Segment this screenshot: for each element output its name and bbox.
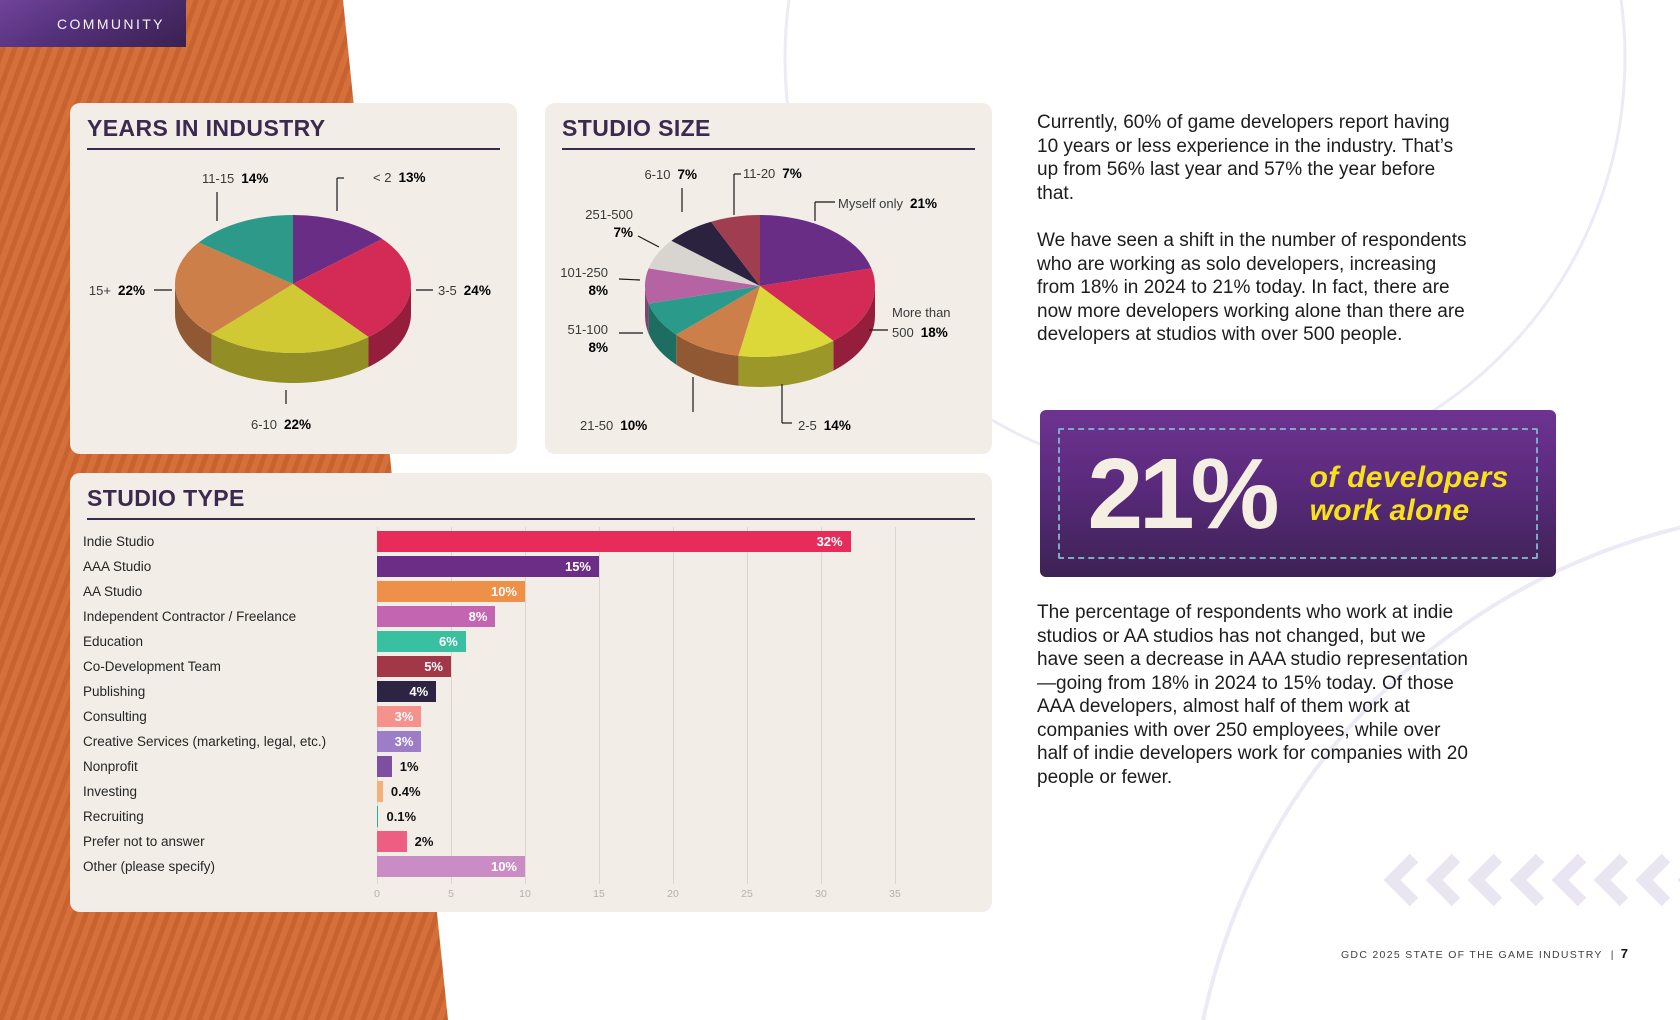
page-footer: GDC 2025 STATE OF THE GAME INDUSTRY | 7: [1341, 946, 1628, 961]
title-underline: [87, 518, 975, 520]
chart-title-studio-size: STUDIO SIZE: [562, 115, 711, 141]
chevron-left-icon: [1425, 853, 1461, 907]
callout-caption: of developers work alone: [1310, 461, 1509, 527]
chevron-left-icon: [1509, 853, 1545, 907]
studio-size-card: STUDIO SIZE: [545, 103, 992, 454]
callout-caption-line-1: of developers: [1309, 460, 1509, 494]
studio-type-card: STUDIO TYPE: [70, 473, 992, 912]
callout-dashed-border: [1058, 428, 1538, 559]
article-text: Currently, 60% of game developers report…: [1037, 111, 1472, 371]
title-underline: [562, 148, 975, 150]
chevron-left-icon: [1593, 853, 1629, 907]
chevron-left-icons: [1383, 853, 1680, 907]
years-in-industry-card: YEARS IN INDUSTRY: [70, 103, 517, 454]
footer-separator: |: [1610, 949, 1615, 961]
chart-title-studio-type: STUDIO TYPE: [87, 485, 245, 511]
chart-title-years-in-industry: YEARS IN INDUSTRY: [87, 115, 326, 141]
chevron-left-icon: [1383, 853, 1419, 907]
footer-label: GDC 2025 STATE OF THE GAME INDUSTRY: [1340, 949, 1603, 961]
callout-caption-line-2: work alone: [1309, 493, 1470, 527]
chevron-left-icon: [1551, 853, 1587, 907]
callout-box: 21% of developers work alone: [1040, 410, 1556, 577]
paragraph-1: Currently, 60% of game developers report…: [1037, 112, 1454, 204]
section-kicker: COMMUNITY: [0, 0, 186, 47]
chevron-left-icon: [1467, 853, 1503, 907]
article-text-lower: The percentage of respondents who work a…: [1037, 601, 1472, 813]
paragraph-2: We have seen a shift in the number of re…: [1037, 230, 1467, 345]
callout-stat: 21%: [1087, 437, 1279, 550]
section-kicker-label: COMMUNITY: [57, 15, 165, 32]
chevron-left-icon: [1635, 853, 1671, 907]
page-number: 7: [1620, 946, 1628, 961]
paragraph-3: The percentage of respondents who work a…: [1037, 602, 1468, 788]
title-underline: [87, 148, 500, 150]
